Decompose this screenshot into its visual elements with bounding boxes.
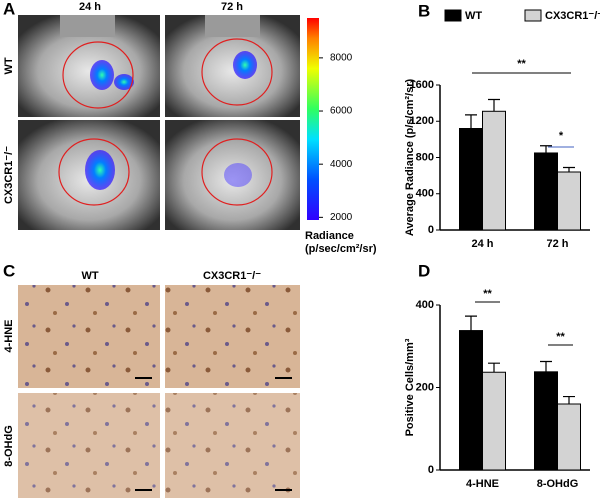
error-bar (563, 395, 575, 404)
significance-label: ** (517, 58, 526, 70)
bar (459, 128, 483, 231)
bar (557, 171, 581, 231)
column-label: 24 h (79, 1, 101, 13)
bar (534, 152, 558, 231)
y-tick-label: 800 (416, 151, 434, 163)
error-bar (488, 98, 500, 112)
significance-label: ** (556, 331, 565, 343)
error-bar (563, 166, 575, 172)
panel-label: A (3, 0, 15, 18)
row-label: WT (3, 57, 15, 74)
colorbar-unit: (p/sec/cm²/sr) (305, 243, 377, 255)
y-tick-label: 0 (428, 224, 434, 236)
x-tick-label: 72 h (546, 238, 568, 250)
bar (557, 403, 581, 471)
x-tick-label: 8-OHdG (537, 478, 579, 490)
error-bar (465, 315, 477, 331)
colorbar-tick-label: 4000 (330, 159, 353, 170)
legend-label: CX3CR1⁻/⁻ (545, 10, 600, 22)
imaging-photos (18, 15, 319, 230)
panel-label: B (418, 1, 430, 20)
y-tick-label: 400 (416, 188, 434, 200)
bar (482, 371, 506, 471)
column-label: WT (81, 270, 98, 282)
panel-label: C (3, 261, 15, 280)
legend-swatch (524, 9, 542, 22)
y-axis-label: Average Radiance (p/s/cm²/sr) (404, 79, 416, 237)
significance-label: ** (483, 288, 492, 300)
bar (534, 371, 558, 471)
bar (459, 330, 483, 471)
x-tick-label: 24 h (471, 238, 493, 250)
legend-swatch (444, 9, 462, 22)
x-tick-label: 4-HNE (466, 478, 499, 490)
y-tick-label: 400 (416, 299, 434, 311)
error-bar (540, 360, 552, 372)
error-bar (465, 114, 477, 129)
row-label: 4-HNE (3, 319, 15, 352)
panel-label: D (418, 261, 430, 280)
y-tick-label: 0 (428, 464, 434, 476)
significance-label: * (559, 130, 564, 142)
error-bar (540, 145, 552, 153)
y-tick-label: 200 (416, 381, 434, 393)
y-tick-label: 1600 (410, 79, 434, 91)
colorbar-label: Radiance (305, 230, 354, 242)
column-label: CX3CR1⁻/⁻ (203, 270, 261, 282)
row-label: 8-OHdG (3, 425, 15, 467)
legend-label: WT (465, 10, 482, 22)
column-label: 72 h (221, 1, 243, 13)
colorbar-tick-label: 8000 (330, 53, 353, 64)
row-label: CX3CR1⁻/⁻ (3, 146, 15, 204)
y-axis-label: Positive Cells/mm³ (404, 338, 416, 436)
bar (482, 110, 506, 231)
histology-photos (18, 285, 300, 498)
colorbar-tick-label: 2000 (330, 212, 353, 223)
colorbar-tick-label: 6000 (330, 106, 353, 117)
y-tick-label: 1200 (410, 115, 434, 127)
error-bar (488, 362, 500, 373)
